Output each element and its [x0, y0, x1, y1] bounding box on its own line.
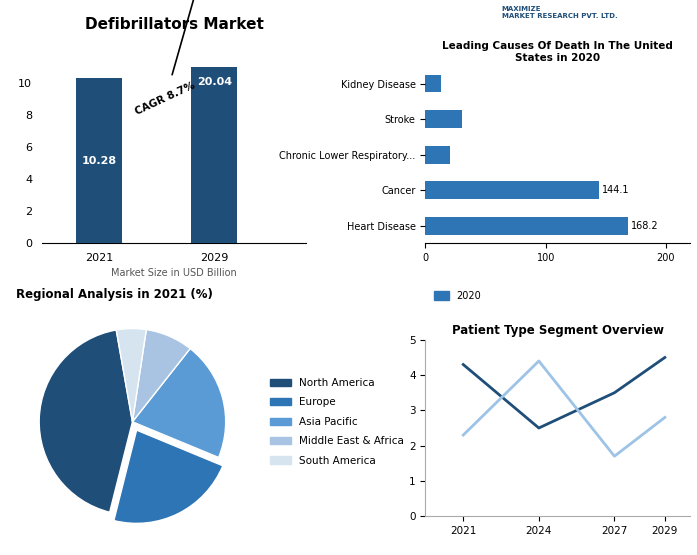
Pediatrics	[459, 432, 468, 438]
Adult	[611, 390, 619, 396]
Legend: North America, Europe, Asia Pacific, Middle East & Africa, South America: North America, Europe, Asia Pacific, Mid…	[266, 374, 408, 470]
Title: Patient Type Segment Overview: Patient Type Segment Overview	[452, 324, 664, 337]
Text: 10.28: 10.28	[82, 155, 117, 165]
Adult	[535, 425, 543, 431]
Bar	[77, 78, 123, 243]
Wedge shape	[132, 330, 190, 422]
Bar	[425, 146, 450, 164]
X-axis label: Market Size in USD Billion: Market Size in USD Billion	[112, 268, 237, 278]
Text: CAGR 8.7%: CAGR 8.7%	[134, 0, 214, 117]
Bar	[192, 0, 238, 243]
Text: 168.2: 168.2	[631, 221, 659, 231]
Legend: 2020: 2020	[430, 287, 485, 305]
Text: 20.04: 20.04	[197, 77, 232, 87]
Bar	[425, 110, 461, 128]
Adult	[661, 354, 669, 361]
Line: Pediatrics: Pediatrics	[464, 361, 665, 456]
Bar	[425, 74, 441, 93]
Pediatrics	[611, 453, 619, 460]
Text: MAXIMIZE
MARKET RESEARCH PVT. LTD.: MAXIMIZE MARKET RESEARCH PVT. LTD.	[502, 6, 618, 18]
Text: Regional Analysis in 2021 (%): Regional Analysis in 2021 (%)	[16, 288, 213, 301]
Wedge shape	[116, 329, 146, 422]
Adult	[459, 361, 468, 368]
Wedge shape	[39, 330, 132, 512]
Title: Leading Causes Of Death In The United
States in 2020: Leading Causes Of Death In The United St…	[443, 42, 673, 63]
Bar	[425, 217, 628, 235]
Text: 144.1: 144.1	[602, 185, 630, 195]
Bar	[425, 181, 599, 199]
Wedge shape	[114, 430, 223, 523]
Pediatrics	[661, 414, 669, 421]
Pediatrics	[535, 357, 543, 364]
Wedge shape	[132, 349, 226, 457]
Text: Defibrillators Market: Defibrillators Market	[85, 17, 263, 32]
Line: Adult: Adult	[464, 357, 665, 428]
